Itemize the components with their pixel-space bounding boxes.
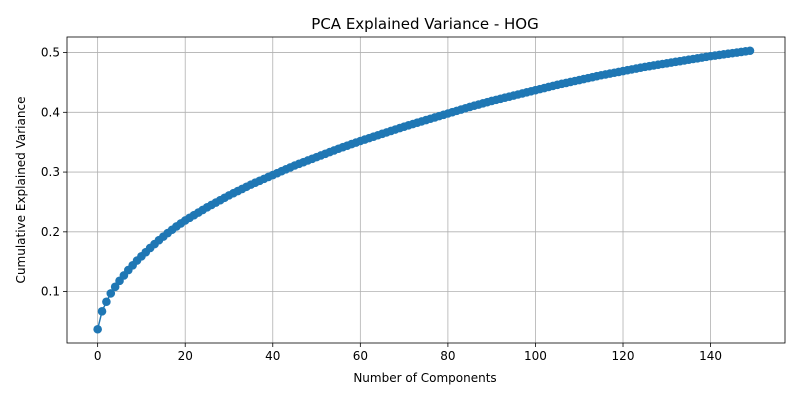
x-tick-label: 140 <box>699 349 722 363</box>
grid-layer <box>67 37 785 343</box>
x-axis-label: Number of Components <box>353 371 496 385</box>
x-tick-label: 20 <box>178 349 193 363</box>
y-tick-label: 0.2 <box>41 225 60 239</box>
marker-layer <box>93 46 755 334</box>
x-tick-label: 60 <box>353 349 368 363</box>
plot-frame <box>66 36 786 344</box>
chart-title: PCA Explained Variance - HOG <box>311 15 538 33</box>
y-tick-label: 0.5 <box>41 46 60 60</box>
tick-layer: 0 20 40 60 80 100 120 140 0.1 0.2 0.3 0.4 0.5 <box>41 46 722 363</box>
x-tick-label: 0 <box>94 349 102 363</box>
data-point <box>745 46 755 56</box>
y-axis-label: Cumulative Explained Variance <box>14 97 28 284</box>
data-point <box>106 289 116 298</box>
x-tick-label: 80 <box>440 349 455 363</box>
data-point <box>97 307 107 316</box>
y-tick-label: 0.4 <box>41 105 60 119</box>
data-point <box>102 297 111 307</box>
x-tick-label: 100 <box>524 349 547 363</box>
y-tick-label: 0.1 <box>41 285 60 299</box>
data-point <box>93 324 102 334</box>
y-tick-label: 0.3 <box>41 165 60 179</box>
x-tick-label: 40 <box>265 349 280 363</box>
x-tick-label: 120 <box>612 349 635 363</box>
data-point <box>110 282 120 292</box>
